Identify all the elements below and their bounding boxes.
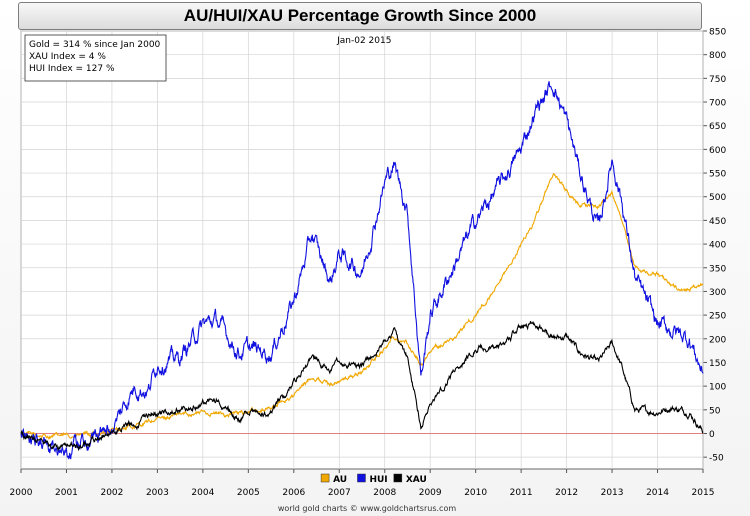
x-tick-label: 2004	[191, 488, 214, 498]
legend-label: AU	[333, 475, 347, 485]
y-tick-label: 100	[709, 383, 726, 393]
x-tick-label: 2001	[55, 488, 78, 498]
footer-text: world gold charts © www.goldchartsrus.co…	[278, 504, 456, 513]
y-tick-label: 750	[709, 75, 726, 85]
y-tick-label: 0	[709, 430, 715, 440]
x-tick-label: 2012	[555, 488, 578, 498]
info-line: Gold = 314 % since Jan 2000	[29, 40, 161, 50]
legend-swatch	[320, 473, 330, 483]
x-tick-label: 2005	[237, 488, 260, 498]
y-tick-label: 850	[709, 28, 726, 38]
y-tick-label: 400	[709, 241, 726, 251]
info-line: XAU Index = 4 %	[29, 52, 106, 62]
x-tick-label: 2002	[100, 488, 123, 498]
x-tick-label: 2009	[419, 488, 442, 498]
legend-label: HUI	[369, 475, 387, 485]
x-tick-label: 2014	[646, 488, 669, 498]
date-label: Jan-02 2015	[336, 36, 391, 46]
legend-swatch	[357, 473, 366, 483]
plot-area	[20, 30, 704, 470]
x-tick-label: 2007	[328, 488, 351, 498]
chart-title: AU/HUI/XAU Percentage Growth Since 2000	[18, 2, 702, 30]
y-tick-label: 500	[709, 193, 726, 203]
y-tick-label: 50	[709, 406, 721, 416]
x-tick-label: 2003	[146, 488, 169, 498]
x-tick-label: 2010	[464, 488, 487, 498]
legend-label: XAU	[406, 475, 427, 485]
info-box	[24, 34, 167, 82]
series-line-xau	[20, 320, 704, 452]
y-tick-label: 650	[709, 122, 726, 132]
x-tick-label: 2015	[692, 488, 715, 498]
y-tick-label: 600	[709, 146, 726, 156]
y-tick-label: 200	[709, 335, 726, 345]
x-tick-label: 2000	[10, 488, 33, 498]
info-line: HUI Index = 127 %	[29, 64, 115, 74]
y-tick-label: 250	[709, 312, 726, 322]
y-tick-label: -50	[709, 454, 724, 464]
y-tick-label: 150	[709, 359, 726, 369]
y-tick-label: 300	[709, 288, 726, 298]
series-line-au	[20, 173, 704, 440]
x-tick-label: 2011	[510, 488, 533, 498]
x-tick-label: 2006	[282, 488, 305, 498]
y-tick-label: 350	[709, 264, 726, 274]
y-tick-label: 800	[709, 51, 726, 61]
series-line-hui	[20, 81, 704, 460]
y-tick-label: 550	[709, 170, 726, 180]
x-tick-label: 2008	[373, 488, 396, 498]
y-tick-label: 700	[709, 99, 726, 109]
x-tick-label: 2013	[601, 488, 624, 498]
legend-swatch	[393, 473, 403, 483]
y-tick-label: 450	[709, 217, 726, 227]
